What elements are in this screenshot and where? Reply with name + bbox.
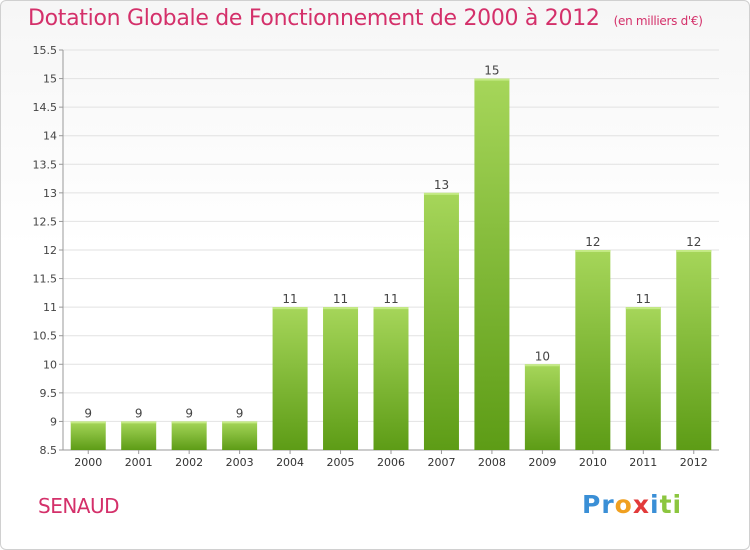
chart-title-text: Dotation Globale de Fonctionnement de 20…	[28, 6, 600, 31]
data-label: 11	[383, 292, 398, 306]
data-label: 9	[84, 406, 92, 420]
bars	[70, 78, 712, 451]
y-tick-label: 10	[43, 358, 57, 371]
y-tick-label: 13	[43, 187, 57, 200]
data-label: 11	[636, 292, 651, 306]
data-label: 12	[686, 235, 701, 249]
bar-2000	[70, 421, 106, 450]
x-tick-label: 2011	[629, 456, 657, 469]
bar-2011	[625, 307, 661, 450]
data-label: 13	[434, 178, 449, 192]
data-label: 11	[333, 292, 348, 306]
data-label: 9	[236, 406, 244, 420]
bar-2005	[323, 307, 359, 450]
logo-letter: P	[582, 490, 602, 519]
x-tick-label: 2012	[680, 456, 708, 469]
data-label: 9	[135, 406, 143, 420]
y-tick-label: 14.5	[33, 101, 58, 114]
x-tick-label: 2003	[226, 456, 254, 469]
y-tick-label: 14	[43, 130, 57, 143]
proxiti-logo[interactable]: Proxiti	[582, 490, 682, 519]
x-tick-label: 2010	[579, 456, 607, 469]
chart-title: Dotation Globale de Fonctionnement de 20…	[28, 6, 703, 31]
chart-unit: (en milliers d'€)	[613, 14, 703, 28]
bar-2002	[171, 421, 207, 450]
logo-letter: t	[659, 490, 673, 519]
x-tick-label: 2009	[528, 456, 556, 469]
y-tick-label: 11	[43, 301, 57, 314]
x-tick-label: 2005	[327, 456, 355, 469]
bar-2001	[121, 421, 157, 450]
data-label: 9	[185, 406, 193, 420]
y-tick-label: 8.5	[40, 444, 58, 457]
bar-2007	[423, 192, 459, 450]
bar-2008	[474, 78, 510, 451]
x-tick-label: 2008	[478, 456, 506, 469]
y-tick-label: 12.5	[33, 215, 58, 228]
bar-2012	[676, 250, 712, 450]
bar-2006	[373, 307, 409, 450]
x-tick-label: 2002	[175, 456, 203, 469]
y-tick-label: 11.5	[33, 273, 58, 286]
logo-letter: i	[672, 490, 683, 519]
x-tick-label: 2001	[125, 456, 153, 469]
commune-name: SENAUD	[38, 494, 120, 518]
data-label: 12	[585, 235, 600, 249]
x-tick-label: 2004	[276, 456, 304, 469]
bar-2009	[524, 364, 560, 450]
labels: 8.5 9 9.5 10 10.5 11 11.5 12 12.5 13 13.5 14 14.5 15 1…	[33, 44, 708, 469]
bar-2010	[575, 250, 611, 450]
y-tick-label: 13.5	[33, 158, 58, 171]
bar-2004	[272, 307, 308, 450]
y-tick-label: 15	[43, 73, 57, 86]
data-label: 15	[484, 64, 499, 78]
data-label: 10	[535, 349, 550, 363]
y-tick-label: 10.5	[33, 330, 58, 343]
y-tick-label: 9.5	[40, 387, 58, 400]
y-tick-label: 12	[43, 244, 57, 257]
x-tick-label: 2006	[377, 456, 405, 469]
x-tick-label: 2000	[74, 456, 102, 469]
bar-2003	[222, 421, 258, 450]
logo-letter: r	[601, 490, 615, 519]
data-label: 11	[282, 292, 297, 306]
logo-letter: x	[632, 490, 650, 519]
y-tick-label: 15.5	[33, 44, 58, 57]
x-tick-label: 2007	[427, 456, 455, 469]
y-tick-label: 9	[50, 415, 57, 428]
logo-letter: i	[650, 490, 660, 519]
logo-letter: o	[614, 490, 633, 519]
